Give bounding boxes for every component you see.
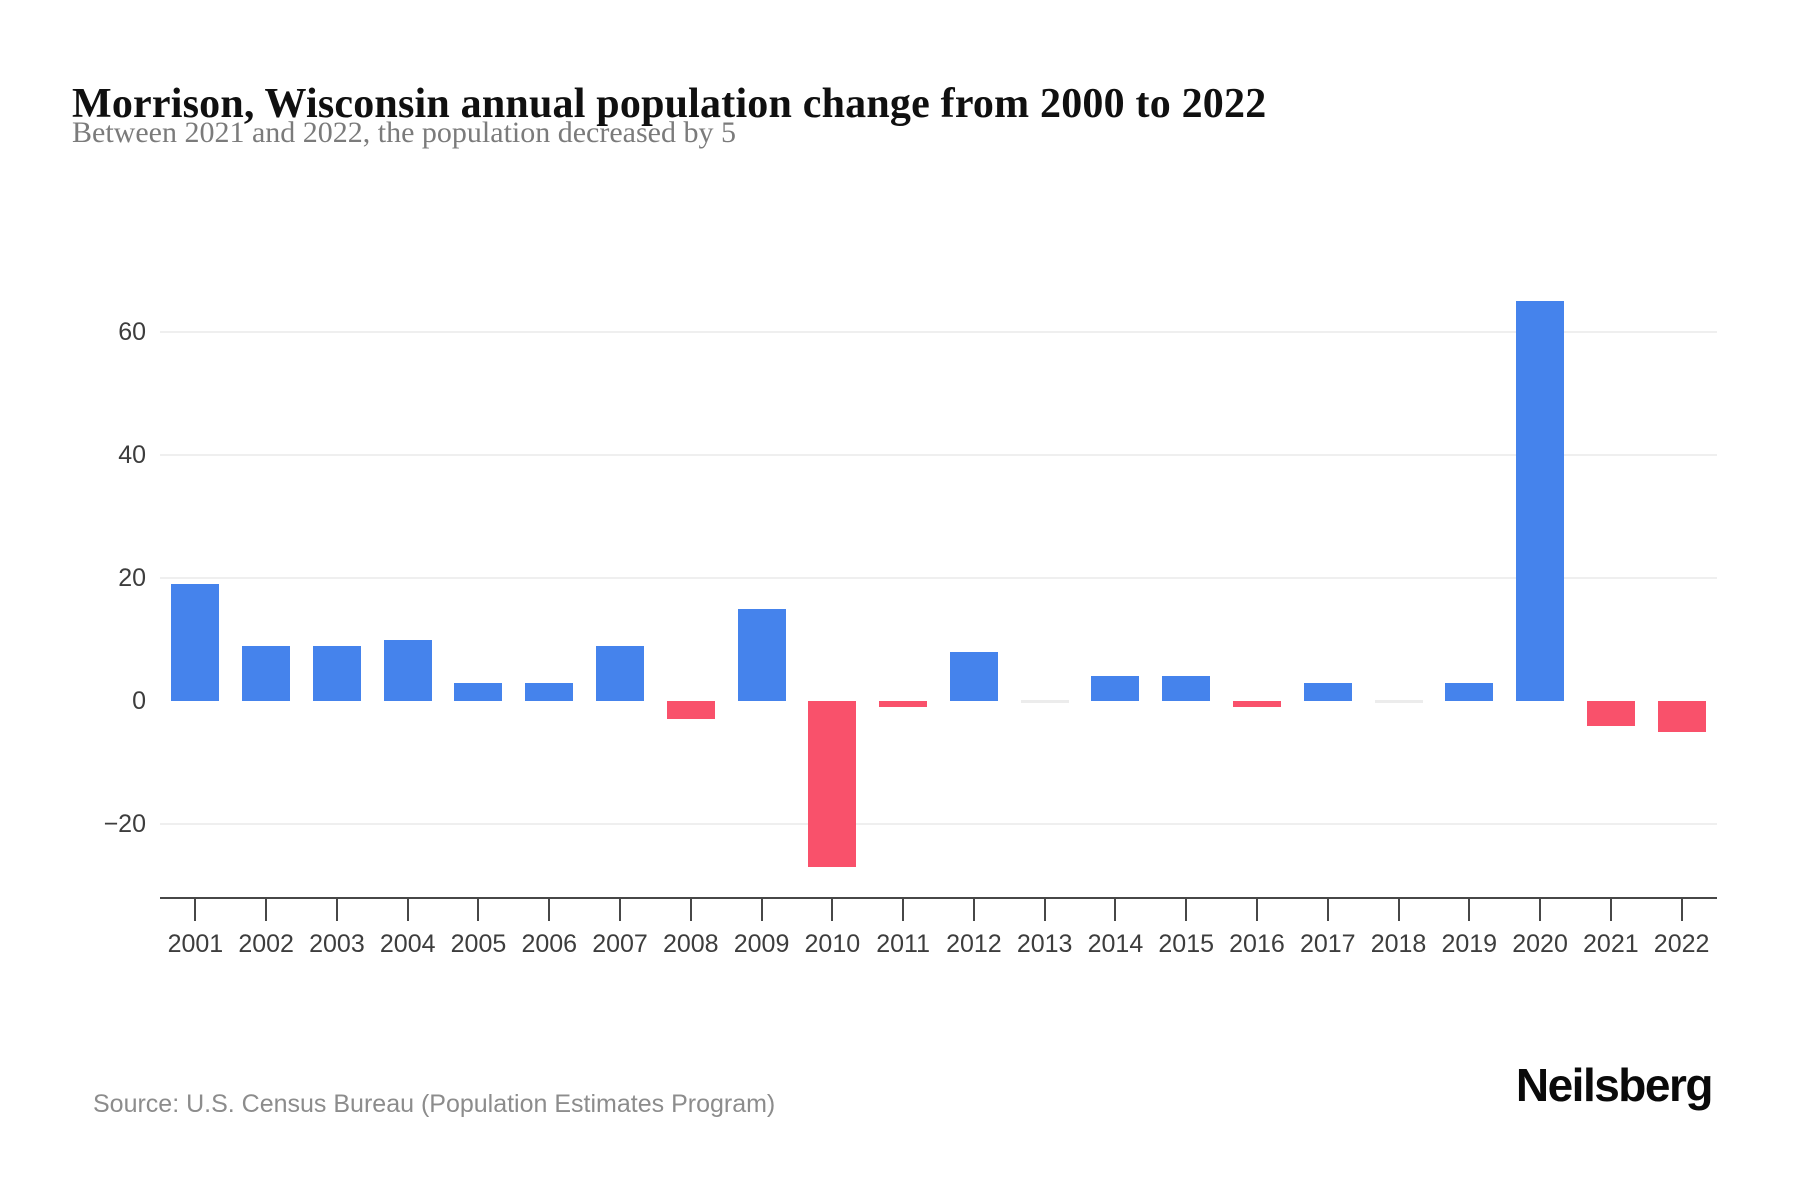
x-axis-tick-2016 <box>1255 899 1258 921</box>
x-axis-tick-2020 <box>1539 899 1542 921</box>
x-axis-tick-2019 <box>1468 899 1471 921</box>
x-axis-tick-2004 <box>406 899 409 921</box>
chart-subtitle: Between 2021 and 2022, the population de… <box>72 116 736 149</box>
x-axis-label-2015: 2015 <box>1158 930 1215 958</box>
bar-2007[interactable] <box>596 645 645 701</box>
gridline-20 <box>160 577 1717 579</box>
bar-2004[interactable] <box>383 639 432 701</box>
x-axis-tick-2008 <box>689 899 692 921</box>
bar-2008[interactable] <box>666 701 715 720</box>
gridline-40 <box>160 454 1717 456</box>
x-axis-tick-2007 <box>619 899 622 921</box>
x-axis-label-2008: 2008 <box>662 930 719 958</box>
bar-2014[interactable] <box>1091 676 1140 701</box>
bar-2011[interactable] <box>879 701 928 708</box>
x-axis-line <box>160 897 1717 899</box>
x-axis-tick-2018 <box>1397 899 1400 921</box>
x-axis-label-2005: 2005 <box>450 930 507 958</box>
x-axis-tick-2005 <box>477 899 480 921</box>
x-axis-tick-2010 <box>831 899 834 921</box>
x-axis-tick-2009 <box>760 899 763 921</box>
bar-2018[interactable] <box>1374 699 1423 703</box>
x-axis-label-2006: 2006 <box>521 930 578 958</box>
y-axis-label-0: 0 <box>132 687 146 715</box>
x-axis-tick-2014 <box>1114 899 1117 921</box>
bars-layer <box>160 260 1717 898</box>
x-axis-label-2013: 2013 <box>1016 930 1073 958</box>
x-axis-tick-2006 <box>548 899 551 921</box>
x-axis-tick-2012 <box>972 899 975 921</box>
x-axis-tick-2021 <box>1609 899 1612 921</box>
x-axis-label-2021: 2021 <box>1583 930 1639 958</box>
x-axis-tick-2022 <box>1680 899 1683 921</box>
bar-2021[interactable] <box>1586 701 1635 726</box>
x-axis-label-2011: 2011 <box>876 930 930 958</box>
bar-2017[interactable] <box>1303 682 1352 701</box>
x-axis-tick-2003 <box>335 899 338 921</box>
gridline--20 <box>160 823 1717 825</box>
x-axis-label-2007: 2007 <box>592 930 648 958</box>
plot-area <box>160 260 1717 898</box>
gridline-60 <box>160 331 1717 333</box>
bar-2005[interactable] <box>454 682 503 701</box>
x-axis-label-2014: 2014 <box>1087 930 1144 958</box>
x-axis-tick-2011 <box>902 899 905 921</box>
y-axis-label-60: 60 <box>118 318 146 346</box>
brand-logo: Neilsberg <box>1515 1059 1714 1111</box>
y-axis-label-40: 40 <box>118 441 146 469</box>
bar-2012[interactable] <box>949 651 998 701</box>
chart-title: Morrison, Wisconsin annual population ch… <box>72 81 1267 128</box>
bar-2020[interactable] <box>1516 301 1565 701</box>
x-axis-label-2019: 2019 <box>1441 930 1498 958</box>
x-axis-tick-2013 <box>1043 899 1046 921</box>
bar-2006[interactable] <box>525 682 574 701</box>
bar-2019[interactable] <box>1445 682 1494 701</box>
x-axis-label-2022: 2022 <box>1653 930 1710 958</box>
x-axis-label-2016: 2016 <box>1229 930 1285 958</box>
x-axis-label-2018: 2018 <box>1370 930 1427 958</box>
x-axis-tick-2017 <box>1326 899 1329 921</box>
y-axis-labels: 60 40 20 0 −20 <box>0 260 146 898</box>
x-axis-label-2009: 2009 <box>733 930 790 958</box>
x-axis-label-2012: 2012 <box>946 930 1002 958</box>
bar-2010[interactable] <box>808 701 857 868</box>
bar-2003[interactable] <box>312 645 361 701</box>
bar-2015[interactable] <box>1162 676 1211 701</box>
x-axis-tick-2001 <box>194 899 197 921</box>
y-axis-label-20: 20 <box>118 564 146 592</box>
x-axis-label-2002: 2002 <box>238 930 294 958</box>
bar-2022[interactable] <box>1657 701 1706 732</box>
x-axis-label-2001: 2001 <box>167 930 224 958</box>
x-axis-label-2010: 2010 <box>804 930 861 958</box>
x-axis-label-2017: 2017 <box>1299 930 1356 958</box>
source-note: Source: U.S. Census Bureau (Population E… <box>93 1090 776 1118</box>
x-axis-label-2003: 2003 <box>309 930 365 958</box>
bar-2013[interactable] <box>1020 699 1069 703</box>
x-axis-label-2020: 2020 <box>1512 930 1568 958</box>
bar-2001[interactable] <box>171 584 220 701</box>
bar-2016[interactable] <box>1232 701 1281 708</box>
x-axis-tick-2015 <box>1185 899 1188 921</box>
bar-2002[interactable] <box>242 645 291 701</box>
x-axis-label-2004: 2004 <box>379 930 436 958</box>
y-axis-label--20: −20 <box>103 810 146 838</box>
x-axis-tick-2002 <box>265 899 268 921</box>
bar-2009[interactable] <box>737 608 786 701</box>
